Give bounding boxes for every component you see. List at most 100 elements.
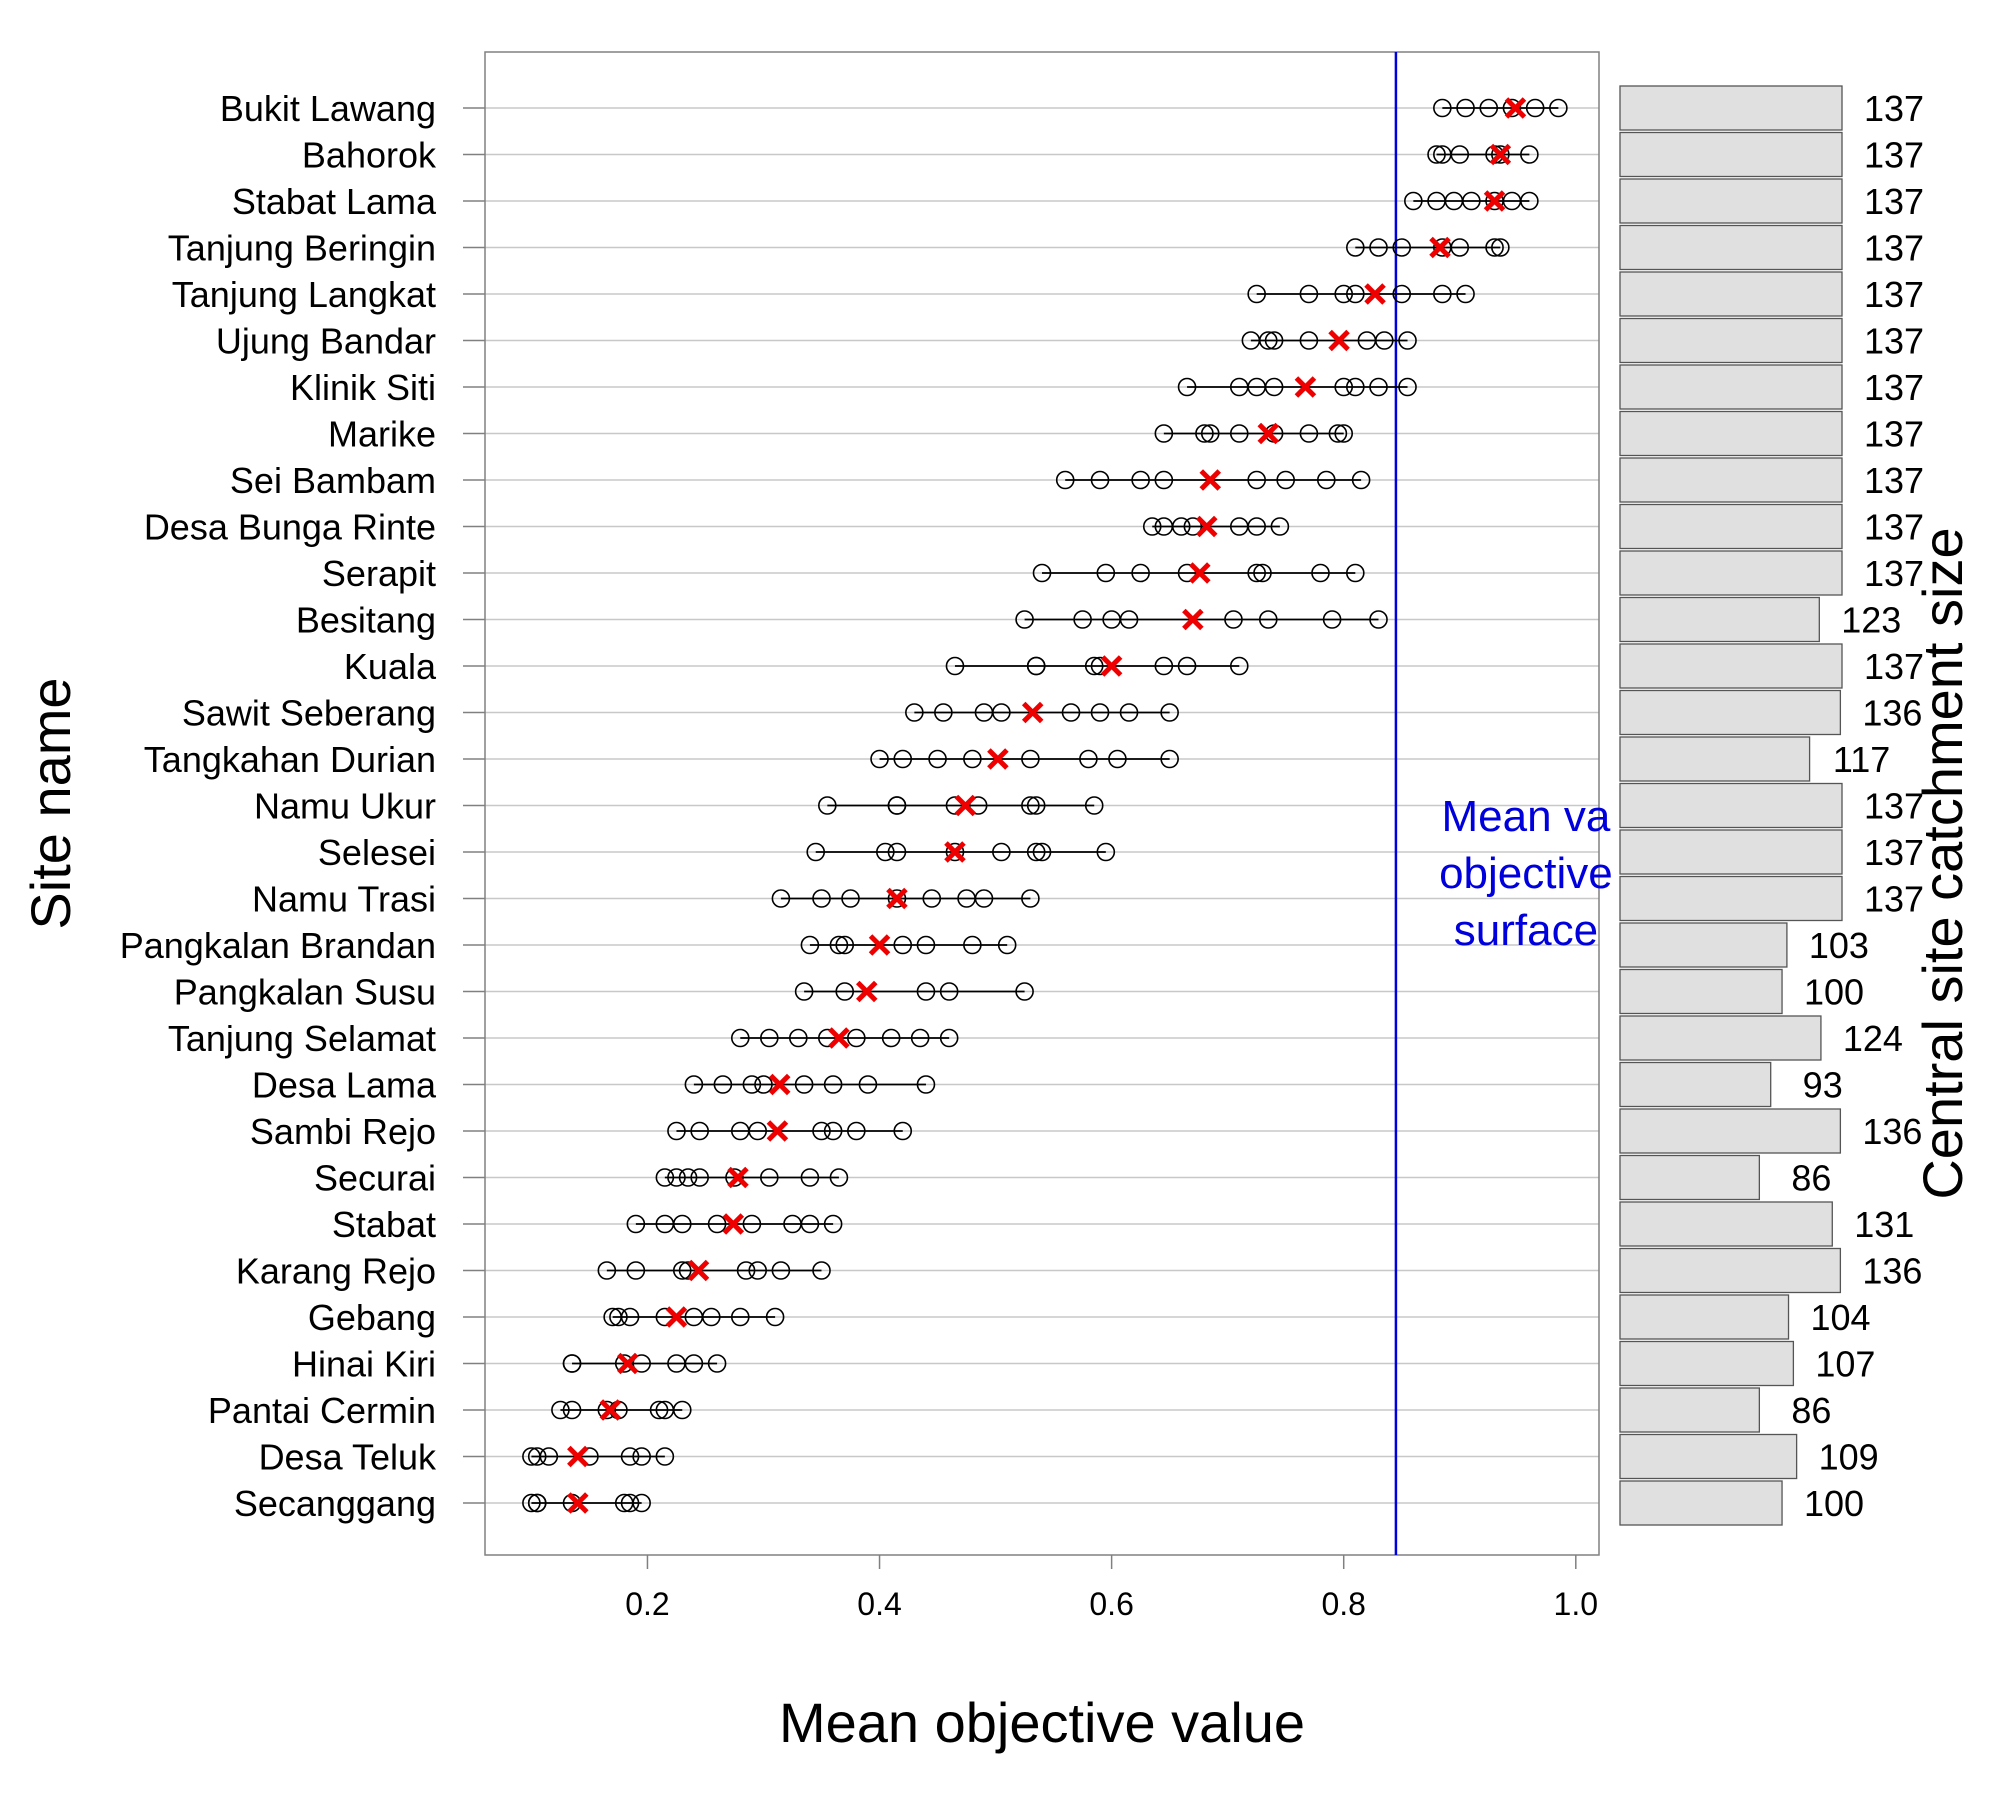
- mean-marker-stroke: [1489, 143, 1512, 166]
- catchment-bar: [1619, 643, 1843, 689]
- main-panel: 0.2 0.4 0.6 0.8 1.0 Bukit Lawang Bahorok Staba…: [120, 51, 1613, 1622]
- mean-marker: [766, 1120, 789, 1142]
- mean-marker-stroke: [987, 748, 1009, 770]
- catchment-bar: [1619, 1154, 1761, 1201]
- data-point: [823, 1121, 843, 1141]
- mean-marker-stroke: [1504, 97, 1527, 119]
- mean-marker-stroke: [828, 1027, 850, 1049]
- mean-marker-stroke: [1100, 655, 1123, 677]
- data-point: [760, 1028, 779, 1048]
- data-point: [1160, 703, 1179, 722]
- data-point: [707, 1354, 727, 1373]
- catchment-value: 100: [1804, 1483, 1864, 1524]
- data-point: [1084, 656, 1104, 676]
- catchment-bar: [1619, 364, 1843, 410]
- mean-marker-stroke: [599, 1399, 622, 1421]
- mean-marker: [567, 1492, 589, 1514]
- data-point: [667, 1168, 686, 1187]
- data-point: [794, 1075, 814, 1094]
- data-point: [1334, 424, 1354, 443]
- site-label: Sawit Seberang: [182, 693, 436, 734]
- data-point: [672, 1400, 692, 1420]
- data-point: [765, 1307, 785, 1327]
- site-label: Selesei: [318, 832, 436, 873]
- data-point: [1346, 563, 1365, 583]
- mean-marker: [1504, 97, 1527, 119]
- data-point: [760, 1168, 779, 1187]
- site-label: Sambi Rejo: [250, 1111, 436, 1152]
- data-point: [916, 935, 936, 955]
- data-point: [1247, 470, 1266, 490]
- mean-marker: [856, 980, 878, 1003]
- data-point: [1061, 703, 1081, 722]
- catchment-value: 137: [1864, 88, 1924, 129]
- data-point: [1229, 424, 1249, 443]
- data-point: [887, 796, 907, 815]
- data-point: [1520, 191, 1539, 211]
- data-point: [1369, 610, 1388, 629]
- mean-marker-stroke: [616, 1352, 639, 1375]
- data-point: [1392, 238, 1412, 257]
- data-point: [1015, 610, 1034, 629]
- mean-marker: [987, 748, 1009, 770]
- data-point: [1154, 470, 1174, 490]
- reference-line-label-1: Mean va: [1442, 792, 1611, 841]
- data-point: [562, 1400, 582, 1420]
- catchment-bar: [1619, 410, 1843, 457]
- data-point: [847, 1028, 866, 1048]
- catchment-value: 137: [1864, 507, 1924, 548]
- data-point: [1154, 656, 1174, 676]
- data-point: [1270, 517, 1290, 536]
- catchment-value: 137: [1864, 321, 1924, 362]
- data-point: [1375, 331, 1394, 350]
- mean-marker-stroke: [1189, 562, 1211, 584]
- catchment-value: 137: [1864, 832, 1924, 873]
- catchment-bar: [1619, 689, 1842, 736]
- data-point: [818, 796, 837, 815]
- data-point: [707, 1214, 727, 1234]
- catchment-value: 93: [1803, 1065, 1843, 1106]
- catchment-value: 137: [1864, 553, 1924, 594]
- catchment-bar: [1619, 131, 1843, 178]
- data-point: [1525, 98, 1545, 118]
- data-point: [1021, 796, 1040, 815]
- data-point: [1032, 563, 1052, 583]
- mean-marker: [567, 1445, 589, 1468]
- data-point: [1456, 98, 1475, 118]
- data-point: [748, 1261, 767, 1280]
- data-point: [1462, 191, 1481, 211]
- data-point: [922, 889, 942, 908]
- data-point: [551, 1400, 570, 1420]
- catchment-value: 136: [1862, 693, 1922, 734]
- data-point: [771, 1261, 791, 1280]
- data-point: [997, 935, 1017, 955]
- catchment-value: 137: [1864, 135, 1924, 176]
- data-point: [539, 1447, 559, 1466]
- data-point: [1433, 98, 1452, 118]
- data-point: [1090, 703, 1110, 722]
- mean-marker-stroke: [1328, 329, 1350, 352]
- data-point: [1154, 424, 1174, 443]
- mean-marker: [1364, 283, 1386, 305]
- mean-marker: [1100, 655, 1123, 677]
- data-point: [742, 1075, 762, 1094]
- data-point: [1021, 749, 1040, 769]
- data-point: [730, 1028, 750, 1048]
- data-point: [620, 1493, 640, 1513]
- catchment-bar: [1619, 1061, 1772, 1108]
- data-point: [870, 749, 889, 769]
- catchment-value: 86: [1791, 1158, 1831, 1199]
- data-point: [655, 1168, 675, 1187]
- data-point: [1229, 656, 1249, 676]
- data-point: [701, 1307, 721, 1327]
- mean-marker: [768, 1073, 791, 1096]
- catchment-value: 137: [1864, 181, 1924, 222]
- mean-marker: [1429, 236, 1451, 259]
- data-point: [655, 1447, 675, 1466]
- data-point: [1491, 238, 1510, 257]
- site-label: Securai: [314, 1158, 436, 1199]
- mean-marker: [722, 1213, 745, 1235]
- data-point: [649, 1400, 669, 1420]
- data-point: [928, 749, 947, 769]
- catchment-bar: [1619, 85, 1843, 131]
